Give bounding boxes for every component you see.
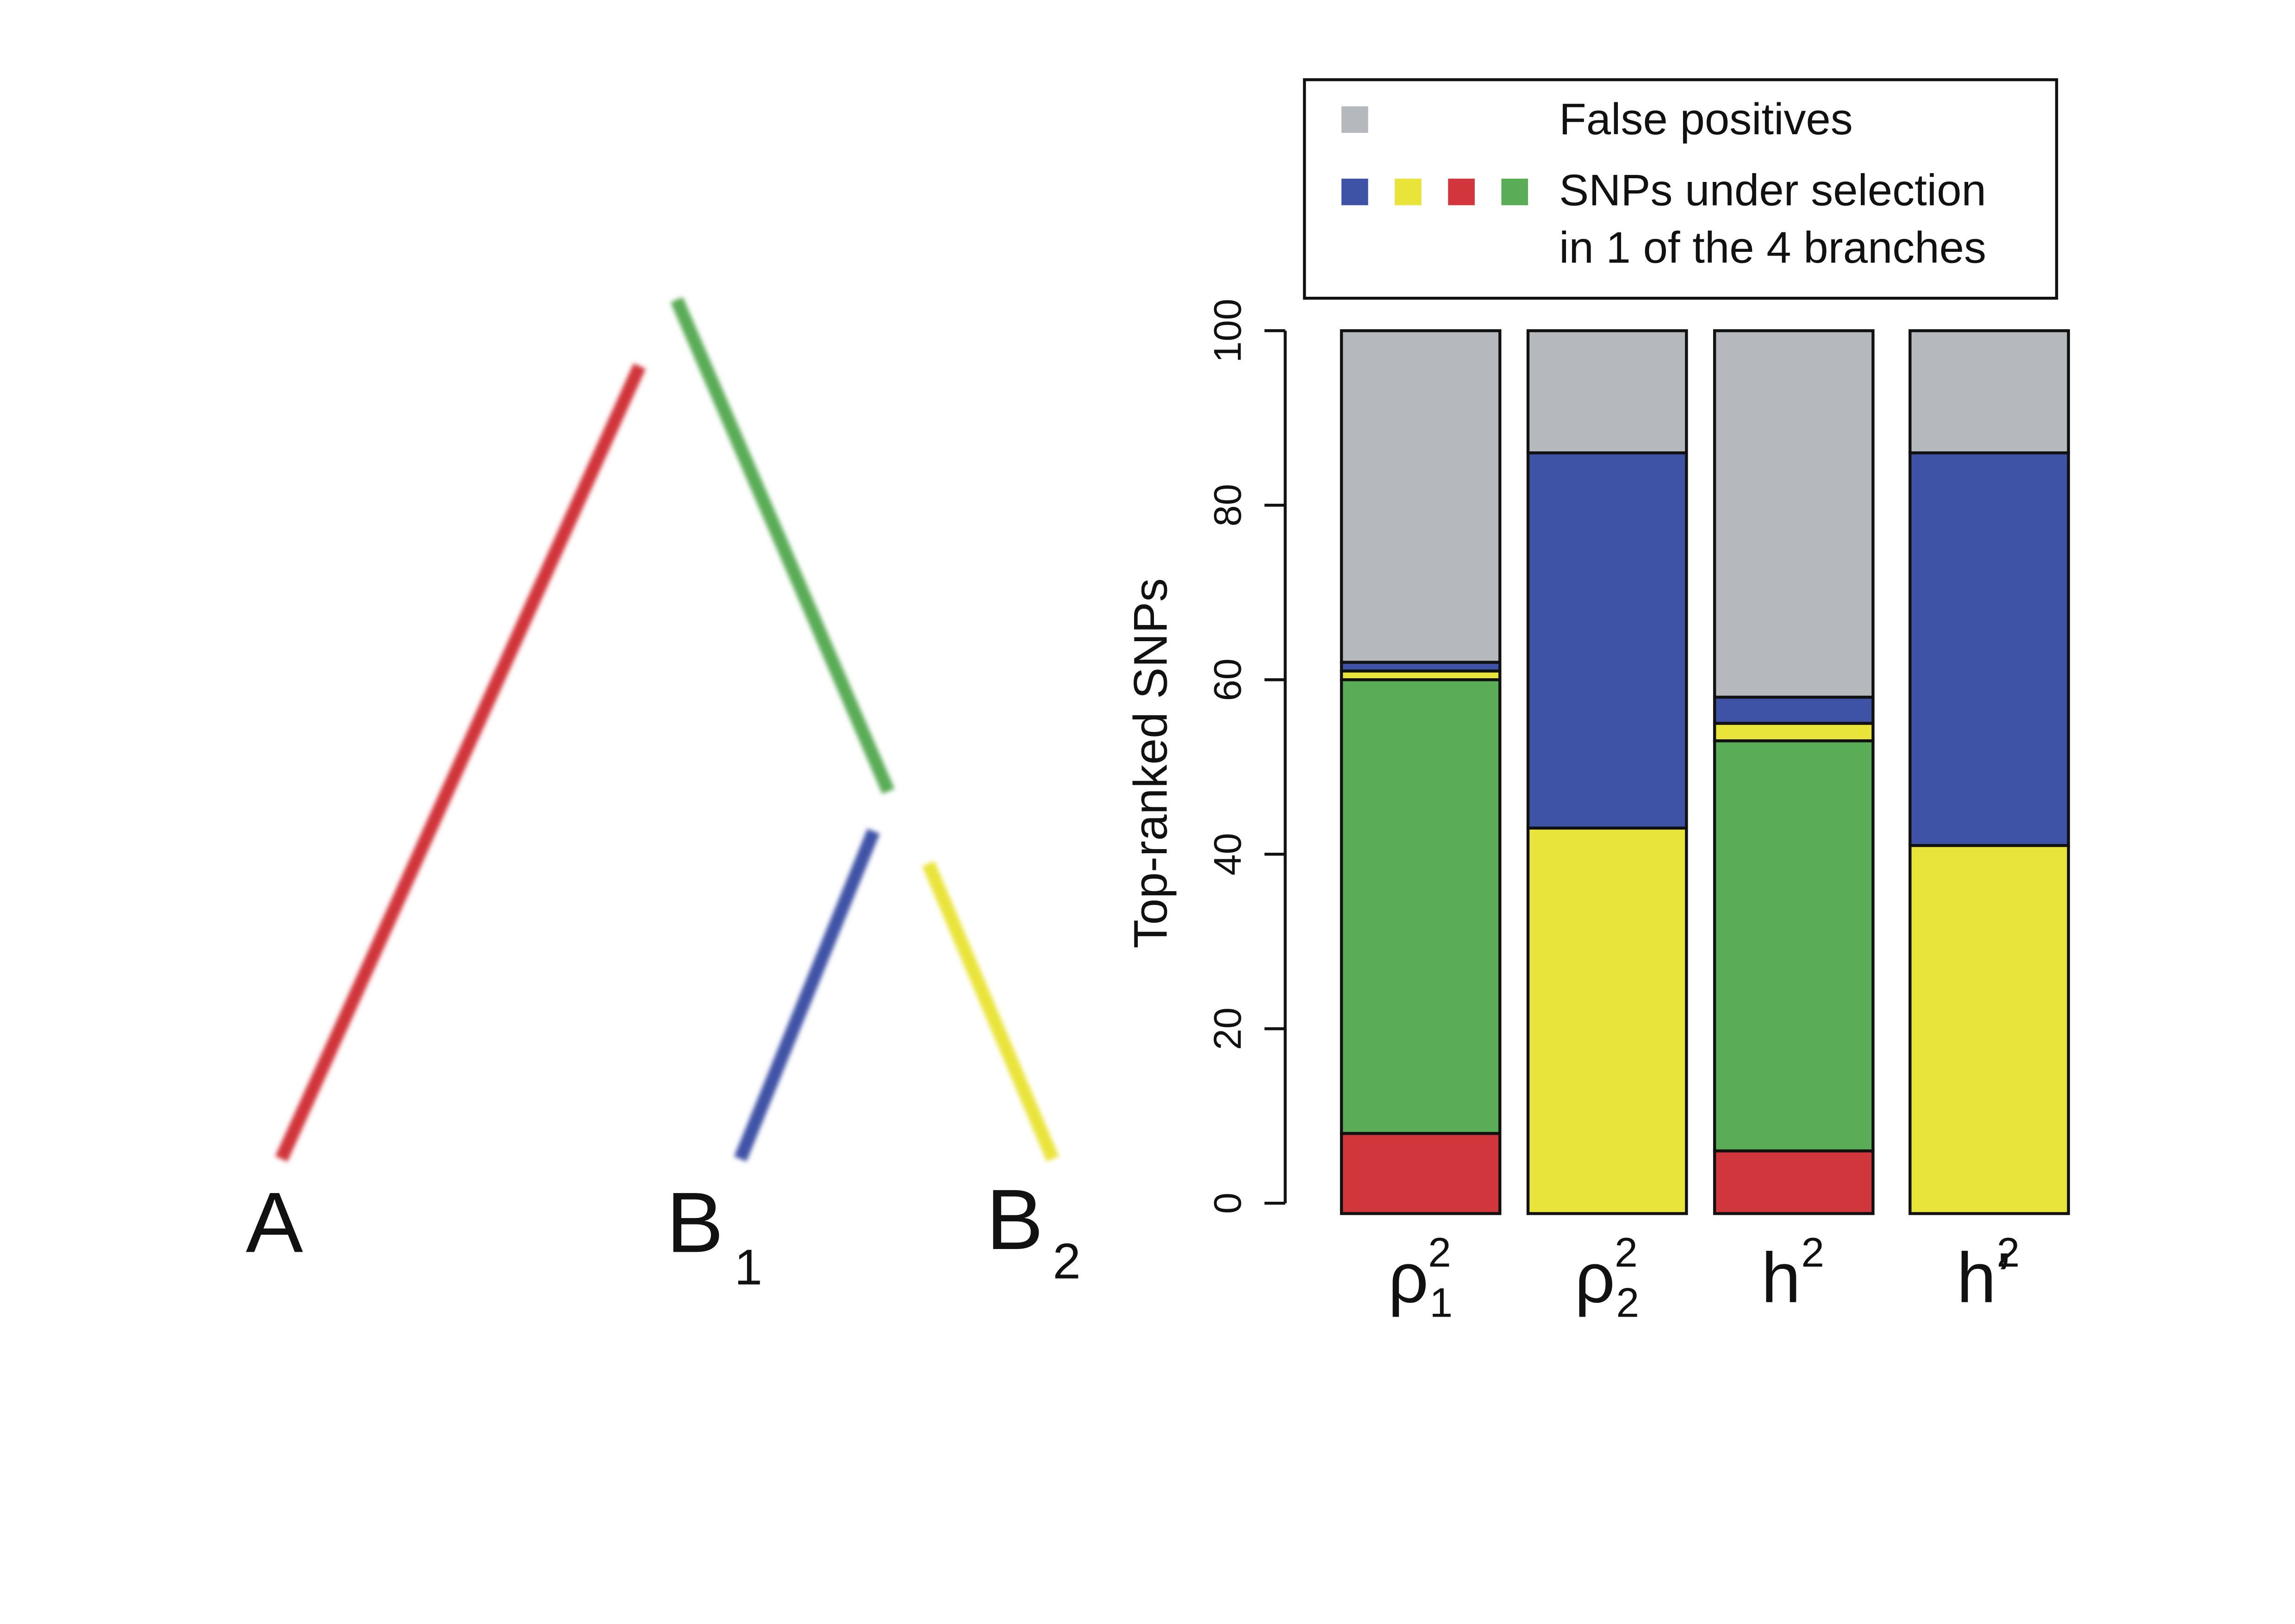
legend: False positives SNPs under selection in … bbox=[1303, 78, 2058, 300]
x-axis-labels: ρ 21 ρ 22 h 2 h’2 bbox=[1388, 1229, 2020, 1325]
bar-segment bbox=[1908, 329, 2070, 455]
bar-segment bbox=[1908, 844, 2070, 1215]
x-category-superscript: 2 bbox=[1615, 1229, 1638, 1275]
legend-swatch-red bbox=[1448, 178, 1475, 206]
bar-segment bbox=[1713, 1149, 1875, 1215]
x-category-superscript: 2 bbox=[1801, 1229, 1824, 1275]
x-category-label: h bbox=[1761, 1238, 1801, 1318]
y-axis-title: Top-ranked SNPs bbox=[1123, 578, 1177, 949]
y-tick-label: 100 bbox=[1206, 299, 1249, 362]
x-category-label: h’ bbox=[1957, 1238, 2012, 1318]
bar-segment bbox=[1340, 329, 1502, 664]
y-axis: 0 20 40 60 80 100 bbox=[1206, 299, 1287, 1214]
leaf-label-b2: B bbox=[986, 1172, 1043, 1268]
bar-segment bbox=[1526, 451, 1688, 830]
legend-swatch-blue bbox=[1341, 178, 1368, 206]
x-category-subscript: 1 bbox=[1429, 1280, 1453, 1326]
x-category-label: ρ bbox=[1575, 1238, 1615, 1318]
branch-b2-line bbox=[922, 861, 1059, 1162]
bar-segment bbox=[1526, 329, 1688, 455]
bar-segment bbox=[1340, 1132, 1502, 1215]
leaf-label-b1: B bbox=[666, 1175, 723, 1271]
bar-stack bbox=[1713, 329, 1875, 1215]
x-category-label: ρ bbox=[1388, 1238, 1428, 1318]
legend-false-positive-swatch bbox=[1341, 106, 1368, 133]
bar-stack bbox=[1526, 329, 1688, 1215]
branch-b1-line bbox=[734, 829, 880, 1162]
y-tick-label: 20 bbox=[1206, 1007, 1249, 1050]
bar-segment bbox=[1340, 678, 1502, 1135]
bar-segment bbox=[1713, 695, 1875, 725]
x-category-subscript: 2 bbox=[1616, 1280, 1639, 1326]
x-category-superscript: 2 bbox=[1996, 1229, 2020, 1275]
bars bbox=[1340, 329, 2070, 1215]
leaf-label-b1-subscript: 1 bbox=[735, 1240, 762, 1296]
y-tick-label: 40 bbox=[1206, 833, 1249, 875]
legend-false-positive-label: False positives bbox=[1559, 94, 1853, 144]
bar-segment bbox=[1713, 722, 1875, 743]
x-category-superscript: 2 bbox=[1428, 1229, 1451, 1275]
bar-stack bbox=[1340, 329, 1502, 1215]
bar-segment bbox=[1908, 451, 2070, 847]
y-tick-label: 60 bbox=[1206, 658, 1249, 701]
legend-swatch-yellow bbox=[1395, 178, 1422, 206]
leaf-label-a: A bbox=[246, 1175, 303, 1271]
legend-swatch-green bbox=[1501, 178, 1528, 206]
bar-stack bbox=[1908, 329, 2070, 1215]
bar-segment bbox=[1526, 826, 1688, 1215]
bar-segment bbox=[1713, 739, 1875, 1153]
legend-selection-label-line1: SNPs under selection bbox=[1559, 165, 1986, 215]
branch-b-ancestral-line bbox=[670, 297, 895, 794]
legend-selection-label-line2: in 1 of the 4 branches bbox=[1559, 223, 1986, 273]
y-tick-label: 80 bbox=[1206, 484, 1249, 526]
bar-segment bbox=[1713, 329, 1875, 699]
y-tick-label: 0 bbox=[1206, 1193, 1249, 1214]
phylogenetic-tree bbox=[275, 297, 1059, 1162]
leaf-label-b2-subscript: 2 bbox=[1053, 1234, 1080, 1290]
tree-leaf-labels: A B 1 B 2 bbox=[246, 1172, 1081, 1295]
branch-a-line bbox=[275, 363, 646, 1162]
legend-frame bbox=[1303, 78, 2058, 300]
